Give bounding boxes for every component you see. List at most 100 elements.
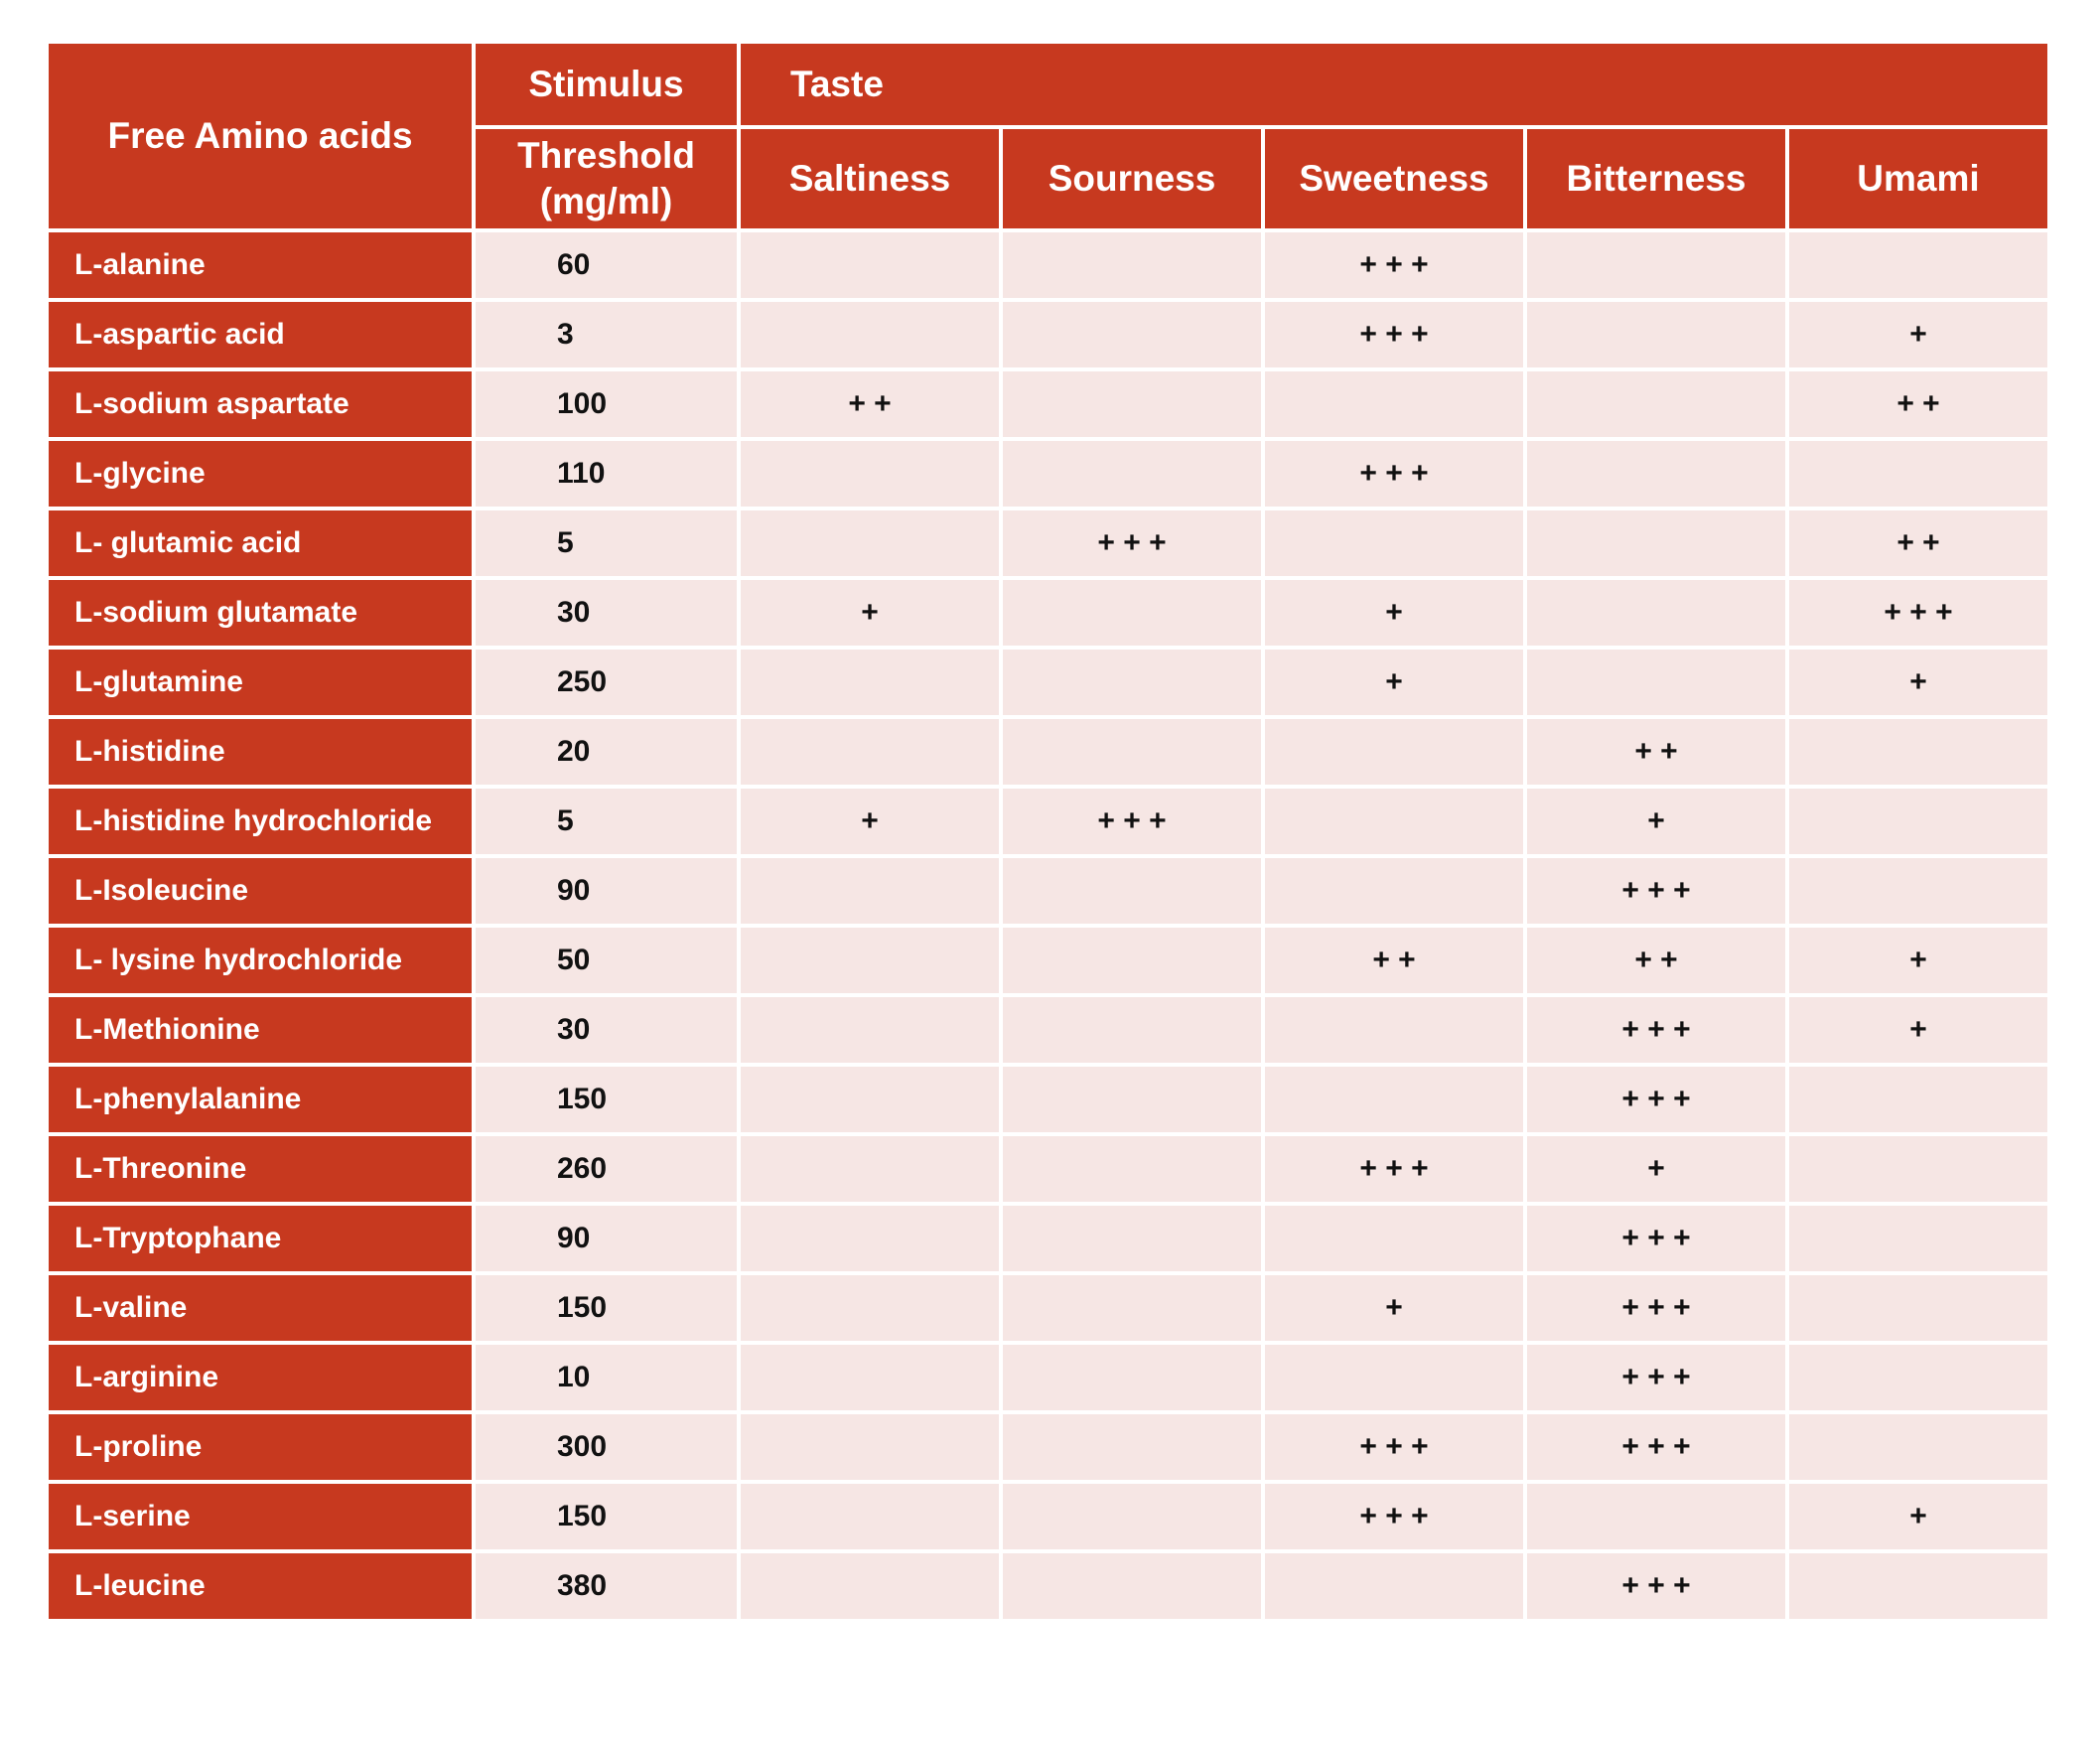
taste-cell: + + + bbox=[1261, 437, 1527, 510]
table-row: L- glutamic acid 5 + + + + + bbox=[45, 507, 2051, 580]
taste-cell bbox=[737, 1271, 1003, 1345]
taste-cell: + bbox=[1785, 646, 2051, 719]
taste-cell bbox=[999, 993, 1265, 1067]
amino-name: L-alanine bbox=[45, 228, 476, 302]
taste-cell: + + + bbox=[999, 507, 1265, 580]
taste-cell bbox=[1785, 785, 2051, 858]
table-row: L-aspartic acid 3 + + + + bbox=[45, 298, 2051, 371]
threshold: 10 bbox=[472, 1341, 741, 1414]
threshold: 90 bbox=[472, 854, 741, 928]
taste-cell: + + + bbox=[1523, 854, 1789, 928]
taste-cell: + bbox=[1261, 1271, 1527, 1345]
threshold: 5 bbox=[472, 507, 741, 580]
taste-cell bbox=[1523, 228, 1789, 302]
header-cell: Stimulus bbox=[472, 40, 741, 129]
taste-cell: + + + bbox=[1523, 1410, 1789, 1484]
table-row: L-serine 150 + + + + bbox=[45, 1480, 2051, 1553]
taste-cell bbox=[1785, 437, 2051, 510]
taste-cell: + bbox=[1523, 785, 1789, 858]
header-cell: Free Amino acids bbox=[45, 40, 476, 232]
taste-cell: + + bbox=[1785, 507, 2051, 580]
threshold: 150 bbox=[472, 1480, 741, 1553]
table-row: L-histidine 20 + + bbox=[45, 715, 2051, 789]
taste-cell bbox=[999, 228, 1265, 302]
taste-cell bbox=[999, 1063, 1265, 1136]
taste-cell bbox=[737, 993, 1003, 1067]
table-row: L-Threonine 260 + + + + bbox=[45, 1132, 2051, 1206]
taste-cell bbox=[1261, 1202, 1527, 1275]
taste-cell: + + + bbox=[1523, 1063, 1789, 1136]
taste-cell bbox=[737, 1549, 1003, 1623]
amino-name: L-Methionine bbox=[45, 993, 476, 1067]
taste-cell bbox=[1523, 576, 1789, 650]
amino-name: L-arginine bbox=[45, 1341, 476, 1414]
amino-name: L-Threonine bbox=[45, 1132, 476, 1206]
amino-name: L-aspartic acid bbox=[45, 298, 476, 371]
threshold: 250 bbox=[472, 646, 741, 719]
amino-name: L-glutamine bbox=[45, 646, 476, 719]
taste-cell: + + + bbox=[1523, 993, 1789, 1067]
taste-cell bbox=[999, 924, 1265, 997]
taste-cell bbox=[737, 1202, 1003, 1275]
amino-name: L-glycine bbox=[45, 437, 476, 510]
taste-cell bbox=[1261, 1549, 1527, 1623]
taste-cell bbox=[737, 924, 1003, 997]
taste-cell bbox=[999, 1202, 1265, 1275]
amino-name: L-serine bbox=[45, 1480, 476, 1553]
amino-name: L- lysine hydrochloride bbox=[45, 924, 476, 997]
header-cell: Saltiness bbox=[737, 125, 1003, 232]
header-cell: Sourness bbox=[999, 125, 1265, 232]
taste-cell bbox=[737, 1132, 1003, 1206]
taste-cell: + bbox=[1261, 646, 1527, 719]
taste-cell: + + + bbox=[1785, 576, 2051, 650]
taste-cell bbox=[999, 854, 1265, 928]
table-row: L-proline 300 + + + + + + bbox=[45, 1410, 2051, 1484]
taste-cell bbox=[737, 646, 1003, 719]
table-row: L-Isoleucine 90 + + + bbox=[45, 854, 2051, 928]
amino-name: L- glutamic acid bbox=[45, 507, 476, 580]
threshold: 300 bbox=[472, 1410, 741, 1484]
table-row: L- lysine hydrochloride 50 + + + + + bbox=[45, 924, 2051, 997]
amino-name: L-Tryptophane bbox=[45, 1202, 476, 1275]
threshold: 90 bbox=[472, 1202, 741, 1275]
taste-cell: + + bbox=[1523, 924, 1789, 997]
taste-cell bbox=[737, 1063, 1003, 1136]
taste-cell bbox=[1785, 1063, 2051, 1136]
taste-cell: + bbox=[737, 576, 1003, 650]
taste-cell bbox=[1261, 715, 1527, 789]
amino-name: L-sodium aspartate bbox=[45, 367, 476, 441]
taste-cell bbox=[737, 507, 1003, 580]
threshold: 50 bbox=[472, 924, 741, 997]
taste-cell: + + + bbox=[1523, 1341, 1789, 1414]
taste-cell bbox=[1523, 507, 1789, 580]
taste-cell bbox=[1261, 1341, 1527, 1414]
taste-cell: + + + bbox=[1261, 228, 1527, 302]
taste-cell bbox=[737, 228, 1003, 302]
amino-name: L-leucine bbox=[45, 1549, 476, 1623]
threshold: 100 bbox=[472, 367, 741, 441]
table-row: L-valine 150 + + + + bbox=[45, 1271, 2051, 1345]
taste-cell: + bbox=[1523, 1132, 1789, 1206]
taste-cell bbox=[999, 646, 1265, 719]
taste-cell bbox=[999, 1410, 1265, 1484]
table-row: L-alanine 60 + + + bbox=[45, 228, 2051, 302]
taste-cell bbox=[1785, 1341, 2051, 1414]
threshold: 150 bbox=[472, 1271, 741, 1345]
taste-cell bbox=[999, 576, 1265, 650]
amino-acid-table: Free Amino acids Stimulus Taste Threshol… bbox=[45, 40, 2051, 1623]
taste-cell: + + + bbox=[1261, 1480, 1527, 1553]
taste-cell bbox=[737, 298, 1003, 371]
header-cell: Sweetness bbox=[1261, 125, 1527, 232]
taste-cell: + + + bbox=[999, 785, 1265, 858]
taste-cell bbox=[999, 1480, 1265, 1553]
taste-cell: + + bbox=[1523, 715, 1789, 789]
amino-name: L-Isoleucine bbox=[45, 854, 476, 928]
amino-name: L-phenylalanine bbox=[45, 1063, 476, 1136]
taste-cell bbox=[1523, 298, 1789, 371]
taste-cell: + + bbox=[1261, 924, 1527, 997]
threshold: 260 bbox=[472, 1132, 741, 1206]
table-row: L-sodium glutamate 30 + + + + + bbox=[45, 576, 2051, 650]
taste-cell bbox=[1523, 646, 1789, 719]
taste-cell bbox=[999, 1341, 1265, 1414]
